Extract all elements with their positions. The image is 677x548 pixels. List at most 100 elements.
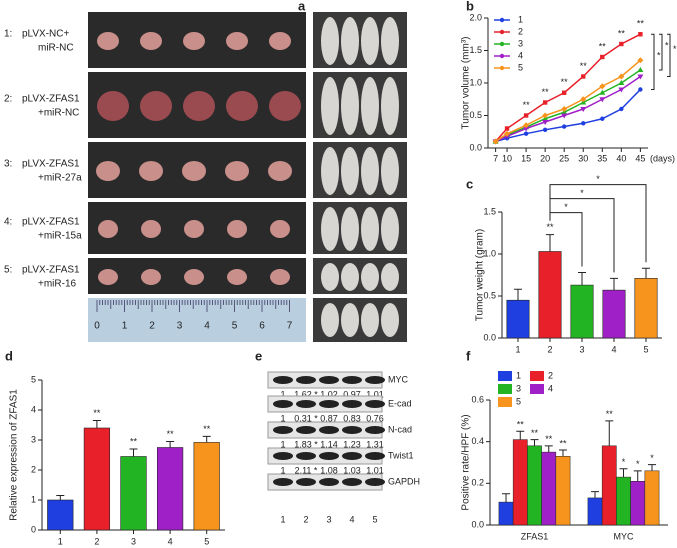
group-number: 3: — [4, 159, 12, 170]
lane-label: 3 — [326, 514, 331, 524]
band — [342, 478, 362, 486]
mouse — [361, 303, 379, 337]
mouse — [381, 303, 399, 337]
sig-label: ** — [531, 428, 539, 438]
band — [365, 376, 385, 384]
panel-label: d — [5, 348, 13, 363]
x-tick-label: 4 — [168, 536, 173, 546]
band — [273, 452, 293, 460]
legend-label: 2 — [518, 26, 523, 36]
bracket-label: * — [596, 174, 600, 184]
error-bar — [502, 493, 511, 503]
band — [342, 376, 362, 384]
group-number: 2: — [4, 94, 12, 105]
band — [296, 452, 316, 460]
marker — [599, 97, 606, 103]
bar — [506, 299, 530, 339]
sig-label: ** — [561, 77, 569, 87]
tumor — [268, 161, 292, 181]
bracket — [659, 33, 663, 71]
tumor — [140, 32, 162, 50]
band — [296, 478, 316, 486]
mouse — [381, 147, 399, 195]
x-tick-label: 7 — [493, 153, 498, 163]
marker — [619, 41, 624, 47]
marker — [637, 67, 644, 72]
band — [296, 426, 316, 434]
group-label: +miR-15a — [38, 231, 82, 242]
tumor — [227, 220, 247, 238]
error-bar — [647, 464, 656, 471]
mouse — [341, 263, 359, 291]
sig-label: ** — [523, 100, 531, 110]
error-bar — [514, 288, 522, 301]
blot-value: 1 — [280, 465, 285, 475]
group-label: pLVX-ZFAS1 — [22, 94, 80, 105]
mouse — [321, 77, 339, 135]
band — [296, 376, 316, 384]
marker — [618, 80, 625, 85]
y-tick-label: 0.4 — [471, 436, 484, 446]
sig-label: ** — [546, 222, 554, 232]
legend-swatch — [498, 371, 512, 381]
blot-value: 1.03 — [343, 465, 361, 475]
sig-label: ** — [559, 438, 567, 448]
x-tick-label: 10 — [502, 153, 512, 163]
series-line — [495, 75, 641, 143]
y-tick-label: 0.0 — [471, 519, 484, 529]
group-label: pLVX-ZFAS1 — [22, 265, 80, 276]
bracket-label: * — [657, 50, 661, 60]
legend-label: 5 — [516, 396, 521, 406]
band — [342, 452, 362, 460]
marker — [618, 73, 625, 80]
group-label: pLVX-ZFAS1 — [22, 217, 80, 228]
mouse — [321, 17, 339, 65]
ruler-number: 2 — [149, 321, 155, 332]
marker — [542, 127, 548, 132]
ruler-number: 0 — [94, 321, 100, 332]
blot-value: 0.83 — [343, 413, 361, 423]
error-bar — [610, 277, 618, 291]
legend-swatch — [498, 397, 512, 407]
y-tick-label: 0.2 — [471, 478, 484, 488]
tumor — [98, 220, 118, 238]
legend-label: 4 — [548, 383, 553, 393]
bracket-label: * — [665, 41, 669, 51]
ruler-number: 4 — [204, 321, 210, 332]
mouse — [341, 207, 359, 251]
marker — [542, 112, 549, 119]
marker — [618, 87, 625, 93]
blot-value: 1 — [280, 389, 285, 399]
sig-label: ** — [599, 41, 607, 51]
sig-label: ** — [618, 28, 626, 38]
band — [273, 478, 293, 486]
lane-label: 4 — [349, 514, 354, 524]
blot-value: 2.11 * — [295, 465, 318, 475]
tumor — [141, 220, 161, 238]
bar — [120, 456, 147, 531]
error-bar — [544, 445, 553, 453]
y-tick-label: 0.6 — [471, 394, 484, 404]
mouse — [361, 207, 379, 251]
bar — [538, 251, 562, 339]
mouse — [381, 207, 399, 251]
legend-marker — [499, 17, 505, 23]
y-tick-label: 0.0 — [469, 142, 482, 152]
ruler-number: 5 — [232, 321, 238, 332]
ruler-number: 1 — [122, 321, 128, 332]
x-tick-label: 40 — [616, 153, 626, 163]
blot-value: 1 — [280, 439, 285, 449]
tumor — [141, 269, 161, 285]
tumor — [270, 220, 290, 238]
bar — [602, 289, 626, 339]
tumor — [227, 269, 247, 285]
tumor — [225, 161, 249, 181]
blot-value: 1 — [280, 413, 285, 423]
y-axis-title: Positive rate/HPF (%) — [461, 414, 472, 510]
x-tick-label: ZFAS1 — [521, 531, 549, 541]
bracket — [651, 33, 655, 90]
x-tick-label: 2 — [94, 536, 99, 546]
marker — [637, 57, 644, 64]
band — [273, 376, 293, 384]
